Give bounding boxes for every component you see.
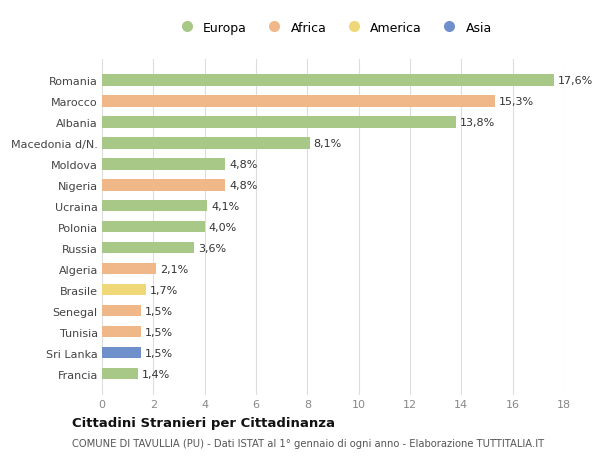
Text: 1,5%: 1,5%	[145, 348, 172, 358]
Bar	[102, 326, 140, 338]
Text: COMUNE DI TAVULLIA (PU) - Dati ISTAT al 1° gennaio di ogni anno - Elaborazione T: COMUNE DI TAVULLIA (PU) - Dati ISTAT al …	[72, 438, 544, 448]
Text: 13,8%: 13,8%	[460, 118, 496, 128]
Bar	[102, 347, 140, 358]
Text: 8,1%: 8,1%	[314, 139, 342, 148]
Legend: Europa, Africa, America, Asia: Europa, Africa, America, Asia	[172, 19, 494, 37]
Bar	[102, 201, 207, 212]
Text: 4,0%: 4,0%	[209, 222, 237, 232]
Text: 1,4%: 1,4%	[142, 369, 170, 379]
Text: 3,6%: 3,6%	[198, 243, 226, 253]
Text: 4,8%: 4,8%	[229, 159, 257, 169]
Text: 17,6%: 17,6%	[557, 76, 593, 86]
Text: Cittadini Stranieri per Cittadinanza: Cittadini Stranieri per Cittadinanza	[72, 416, 335, 429]
Bar	[102, 96, 494, 107]
Bar	[102, 284, 146, 296]
Bar	[102, 179, 225, 191]
Text: 1,7%: 1,7%	[149, 285, 178, 295]
Bar	[102, 75, 554, 86]
Text: 1,5%: 1,5%	[145, 306, 172, 316]
Bar	[102, 368, 138, 380]
Bar	[102, 221, 205, 233]
Text: 15,3%: 15,3%	[499, 96, 533, 106]
Bar	[102, 242, 194, 254]
Text: 1,5%: 1,5%	[145, 327, 172, 337]
Bar	[102, 117, 456, 128]
Text: 2,1%: 2,1%	[160, 264, 188, 274]
Text: 4,8%: 4,8%	[229, 180, 257, 190]
Text: 4,1%: 4,1%	[211, 202, 239, 211]
Bar	[102, 138, 310, 149]
Bar	[102, 159, 225, 170]
Bar	[102, 263, 156, 275]
Bar	[102, 305, 140, 317]
